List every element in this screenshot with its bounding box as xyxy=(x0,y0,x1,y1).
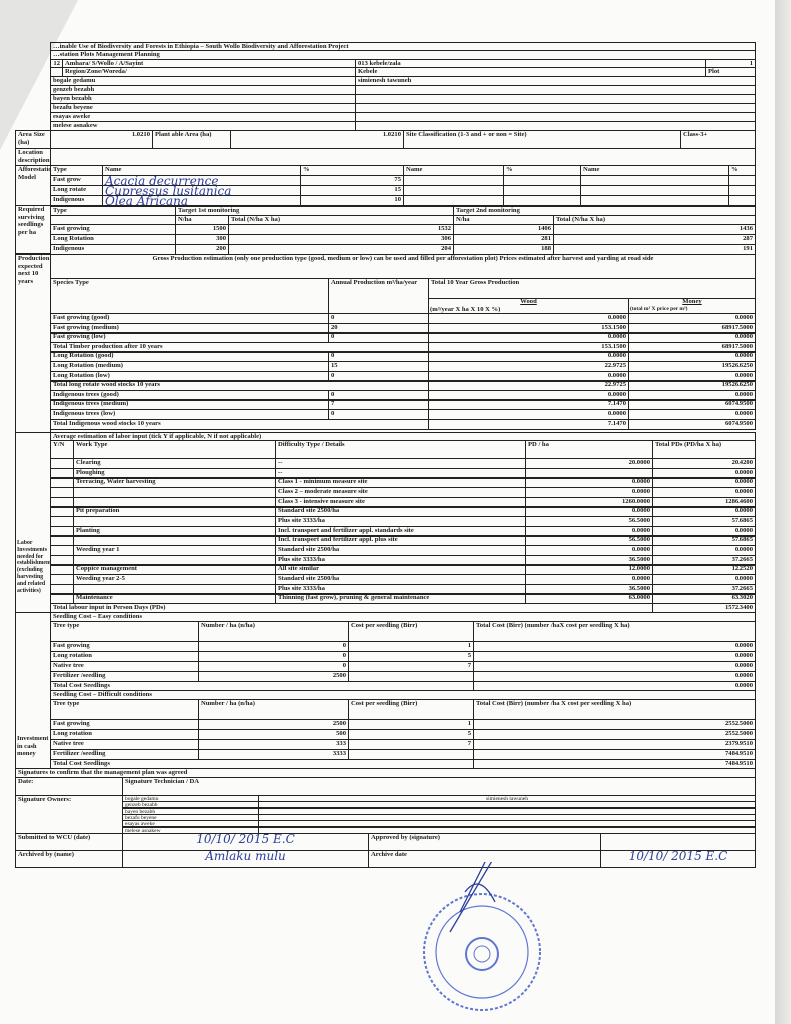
labor-header-pd: PD / ha xyxy=(525,440,653,459)
site-class-value: Class-3+ xyxy=(680,130,756,149)
owner-signature-name: genzeb bezabh xyxy=(122,801,259,808)
species-name-handwritten: Olea Africana xyxy=(102,195,301,206)
model-empty xyxy=(580,195,729,206)
money-value: 6074.9500 xyxy=(628,419,756,430)
production-total-label: Total Indigenous wood stocks 10 years xyxy=(50,419,429,430)
annual-production-header: Annual Production m³/ha/year xyxy=(328,278,429,314)
technician-signature-field[interactable]: Signature Technician / DA xyxy=(122,777,756,796)
species-type-header: Species Type xyxy=(50,278,329,314)
archived-by-handwritten[interactable]: Amlaku mulu xyxy=(122,850,369,868)
model-empty xyxy=(403,195,504,206)
investment-label: Investment in cash money xyxy=(17,735,49,757)
owner-signature-field[interactable] xyxy=(258,801,756,808)
location-label: Location description xyxy=(15,148,51,166)
money-value: 68917.5000 xyxy=(628,342,756,353)
labor-header-difficulty: Difficulty Type / Details xyxy=(275,440,526,459)
money-formula: (total m³ X price per m³) xyxy=(630,305,688,312)
afforestation-model-label: Afforestation Model xyxy=(15,165,51,206)
wood-value: 7.1470 xyxy=(428,419,629,430)
approved-signature-field[interactable] xyxy=(600,833,756,851)
page-edge xyxy=(775,0,791,1024)
labor-header-work: Work Type xyxy=(73,440,276,459)
site-class-label: Site Classification (1-3 and + or non = … xyxy=(403,130,681,149)
wood-title: Wood xyxy=(520,298,537,305)
official-stamp xyxy=(423,862,541,1011)
folded-corner xyxy=(0,0,78,150)
approval-signature-mark xyxy=(449,862,496,933)
total-pds: 1286.4600 xyxy=(652,497,756,508)
money-header: Money (total m³ X price per m³) xyxy=(628,298,756,314)
labor-header-total: Total PDs (PD/ha X ha) xyxy=(652,440,756,459)
submitted-date-handwritten[interactable]: 10/10/ 2015 E.C xyxy=(122,833,369,851)
money-title: Money xyxy=(682,298,702,305)
date-label: Date: xyxy=(15,777,123,796)
money-value: 0.0000 xyxy=(628,371,756,382)
seedling-header-cost: Cost per seedling (Birr) xyxy=(348,699,474,720)
owner-signature-name: esayas aweke xyxy=(122,820,259,827)
model-type: Indigenous xyxy=(50,195,103,206)
total-pds: 0.0000 xyxy=(652,468,756,479)
owners-signature-label: Signature Owners: xyxy=(15,795,123,834)
labor-investment-label: Labor Investments needed for establishme… xyxy=(17,540,51,594)
seedling-header-number: Number / ha (n/ha) xyxy=(198,699,349,720)
species-percent: 10 xyxy=(300,195,404,206)
area-size-value: 1.0210 xyxy=(50,130,153,149)
wood-formula: (m³/year X ha X 10 X %) xyxy=(430,305,501,313)
area-size-label: Area Size (ha) xyxy=(15,130,51,149)
production-note: Gross Production estimation (only one pr… xyxy=(50,254,756,279)
model-empty xyxy=(503,195,581,206)
wood-header: Wood (m³/year X ha X 10 X %) xyxy=(428,298,629,314)
money-value: 0.0000 xyxy=(628,390,756,401)
location-field xyxy=(50,148,756,166)
submitted-label: Submitted to WCU (date) xyxy=(15,833,123,851)
seedling-header-type: Tree type xyxy=(50,621,199,642)
approved-by-label: Approved by (signature) xyxy=(368,833,601,851)
plantable-value: 1.0210 xyxy=(230,130,404,149)
production-label: Production expected next 10 years xyxy=(15,254,51,433)
archive-date-handwritten[interactable]: 10/10/ 2015 E.C xyxy=(600,850,756,868)
money-value: 68917.5000 xyxy=(628,323,756,334)
seedling-header-number: Number / ha (n/ha) xyxy=(198,621,349,642)
seedling-header-cost: Cost per seedling (Birr) xyxy=(348,621,474,642)
owner-signature-field[interactable] xyxy=(258,820,756,827)
seedling-header-total: Total Cost (Birr) (number /ha X cost per… xyxy=(473,699,756,720)
required-seedlings-label: Required surviving seedlings per ha xyxy=(15,205,51,254)
gross-production-header: Total 10 Year Gross Production xyxy=(428,278,756,299)
labor-header-yn: Y/N xyxy=(50,440,74,459)
total-pds: 0.0000 xyxy=(652,526,756,537)
plantable-label: Plant able Area (ha) xyxy=(152,130,231,149)
scanned-form-page xyxy=(0,0,775,1024)
total-pds: 37.2665 xyxy=(652,555,756,566)
seedling-header-type: Tree type xyxy=(50,699,199,720)
total-pds: 37.2665 xyxy=(652,584,756,595)
archived-by-label: Archived by (name) xyxy=(15,850,123,868)
model-empty xyxy=(728,195,756,206)
seedling-header-total: Total Cost (Birr) (number /haX cost per … xyxy=(473,621,756,642)
